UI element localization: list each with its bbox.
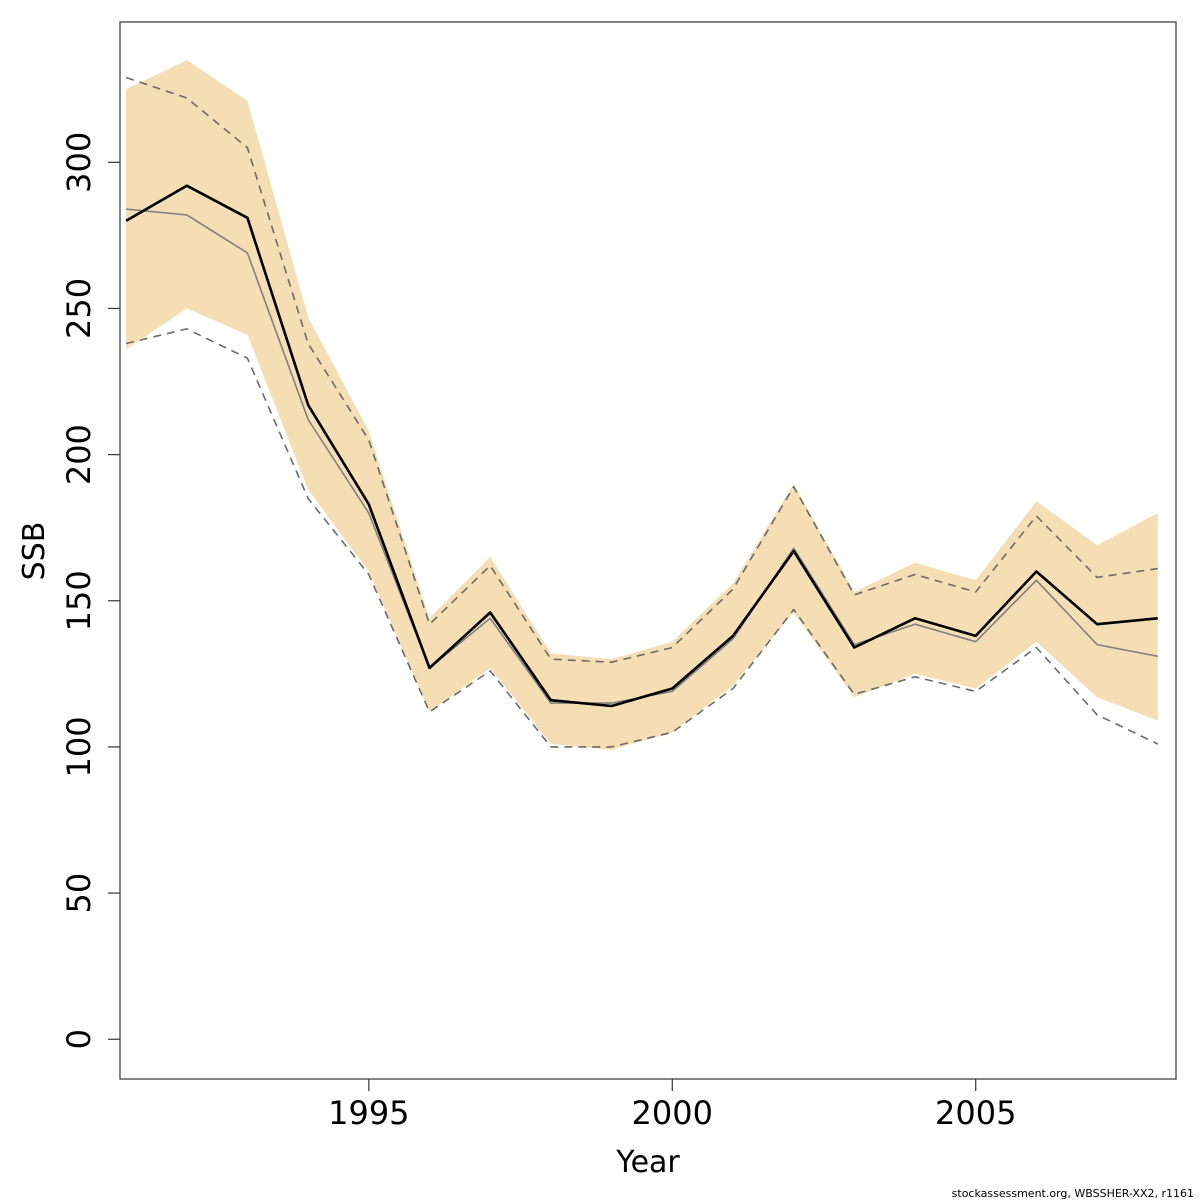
series-line-lower-dashed [125, 328, 1159, 748]
series-line-main [125, 184, 1158, 708]
y-tick-label: 100 [60, 716, 98, 777]
confidence-band [126, 60, 1158, 750]
y-tick-label: 50 [60, 873, 98, 914]
x-tick-label: 2000 [632, 1094, 713, 1132]
y-tick-label: 300 [60, 132, 98, 193]
plot-frame [119, 21, 1177, 1080]
x-tick-label: 1995 [328, 1094, 409, 1132]
band-layer [126, 60, 1158, 750]
x-axis: 1995 2000 2005 [328, 1079, 1016, 1132]
y-tick-label: 200 [60, 424, 98, 485]
y-tick-label: 250 [60, 278, 98, 339]
y-axis: 0 50 100 150 200 250 300 [60, 132, 120, 1049]
x-tick-label: 2005 [935, 1094, 1016, 1132]
series-line-upper-dashed [125, 76, 1158, 664]
y-tick-label: 0 [60, 1029, 98, 1049]
y-axis-title: SSB [17, 522, 52, 581]
footer-credit: stockassessment.org, WBSSHER-XX2, r1161 [952, 1187, 1194, 1200]
x-axis-title: Year [615, 1145, 680, 1180]
series-layer [125, 76, 1159, 748]
y-tick-label: 150 [60, 570, 98, 631]
